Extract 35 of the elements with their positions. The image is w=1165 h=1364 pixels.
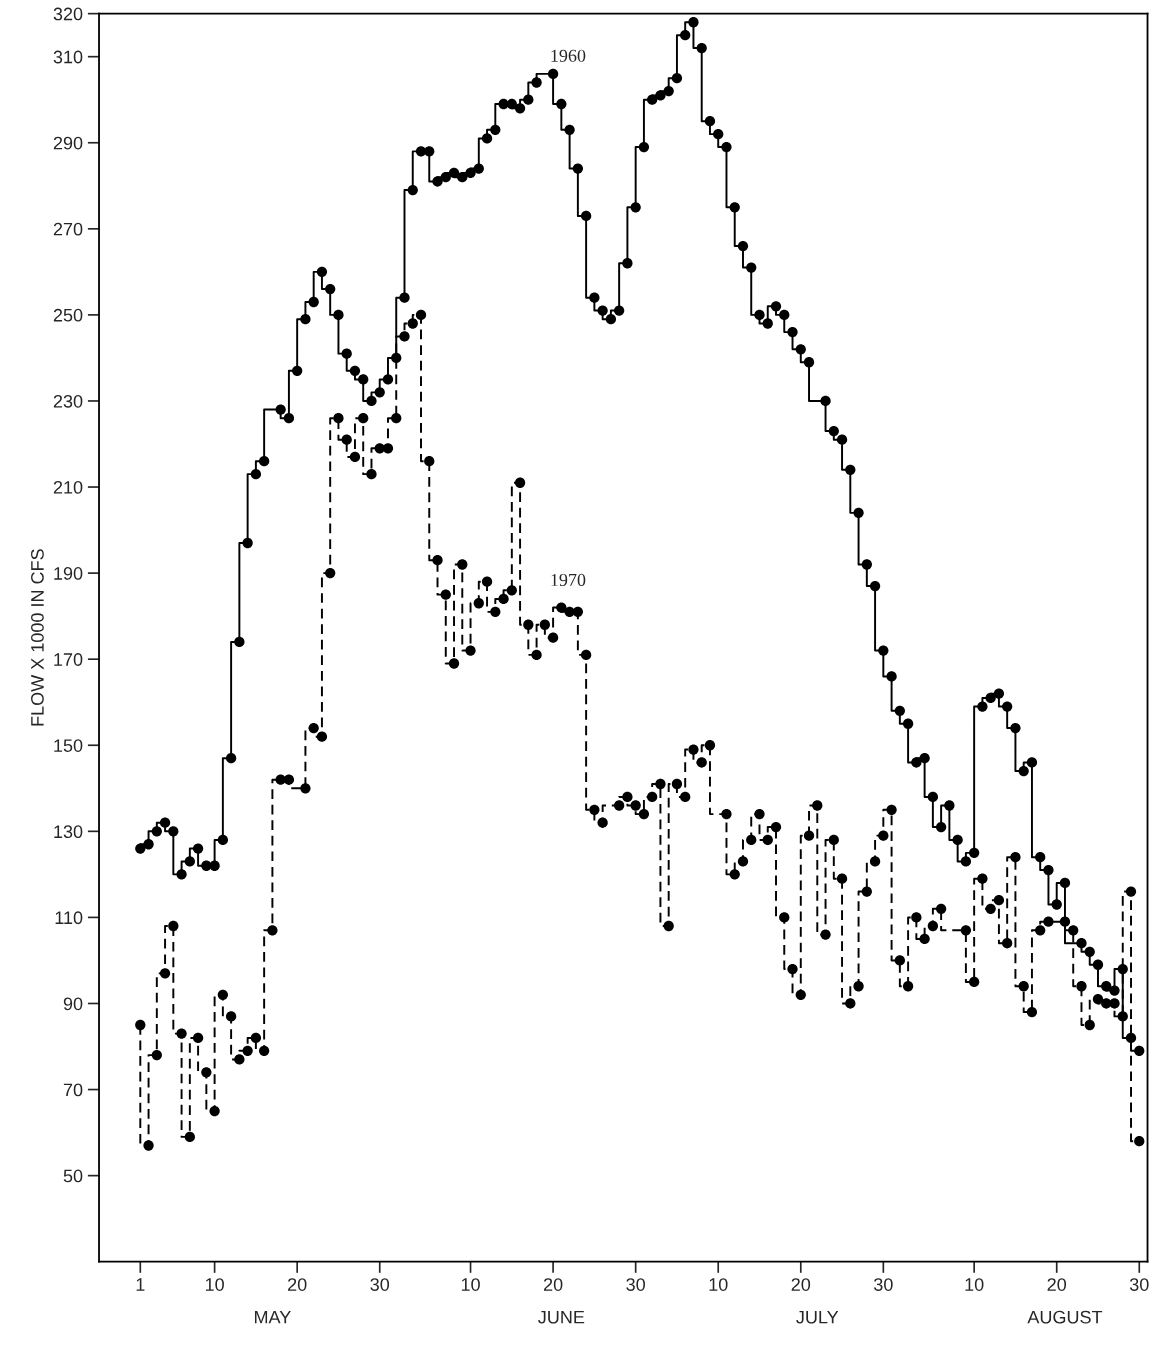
y-tick-label: 270 xyxy=(53,222,83,236)
y-tick-label: 190 xyxy=(54,567,83,580)
x-tick-label: 30 xyxy=(626,1278,645,1291)
series-label: 1970 xyxy=(551,573,586,587)
x-tick-label: 20 xyxy=(288,1278,307,1291)
y-tick-label: 210 xyxy=(53,480,83,494)
y-tick-label: 310 xyxy=(53,50,83,64)
x-tick-label: 30 xyxy=(370,1278,390,1291)
y-tick-label: 70 xyxy=(63,1083,83,1097)
y-tick-label: 290 xyxy=(53,136,83,150)
y-tick-label: 250 xyxy=(53,308,83,322)
y-tick-label: 110 xyxy=(55,911,83,925)
x-tick-label: 1 xyxy=(136,1278,145,1291)
x2-tick-label: MAY xyxy=(254,1310,291,1324)
x-tick-label: 20 xyxy=(1047,1278,1067,1291)
x-tick-label: 20 xyxy=(791,1278,811,1291)
y-tick-label: 130 xyxy=(54,825,83,839)
y-tick-label: 90 xyxy=(63,997,83,1011)
y-tick-label: 230 xyxy=(53,394,83,408)
x-tick-label: 30 xyxy=(873,1278,893,1291)
y-tick-label: 50 xyxy=(63,1169,83,1183)
y-axis-title: FLOW X 1000 IN CFS xyxy=(31,549,44,726)
x-tick-label: 10 xyxy=(461,1278,480,1291)
x2-tick-label: JUNE xyxy=(538,1310,585,1324)
y-tick-label: 320 xyxy=(53,7,83,21)
x-tick-label: 10 xyxy=(205,1278,224,1291)
x-tick-label: 10 xyxy=(709,1278,728,1291)
x-tick-label: 30 xyxy=(1129,1278,1149,1291)
y-tick-label: 150 xyxy=(54,739,83,752)
series-label: 1960 xyxy=(551,49,586,62)
x2-tick-label: JULY xyxy=(796,1310,839,1324)
y-tick-label: 170 xyxy=(54,653,83,666)
x-tick-label: 20 xyxy=(543,1278,563,1291)
x2-tick-label: AUGUST xyxy=(1027,1310,1103,1324)
x-tick-label: 10 xyxy=(965,1278,984,1291)
